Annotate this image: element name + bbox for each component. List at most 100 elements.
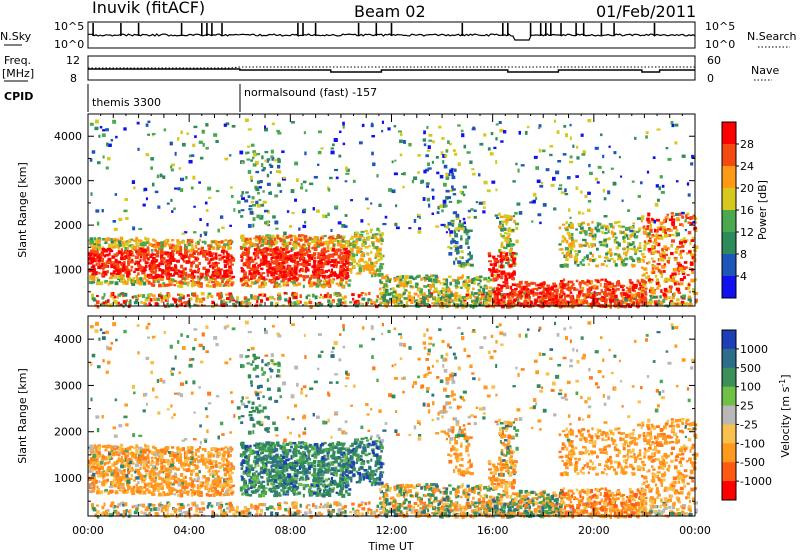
power-cell (505, 256, 509, 259)
power-cell (166, 264, 169, 268)
power-cell (594, 146, 599, 150)
power-cell (539, 291, 543, 295)
power-cell (346, 257, 350, 262)
power-cell (250, 179, 253, 182)
power-cell (144, 298, 149, 302)
power-cell (246, 254, 250, 258)
power-cell (216, 267, 220, 270)
power-cell (541, 283, 545, 287)
power-cell (442, 203, 446, 206)
power-cell (597, 302, 600, 307)
power-cell (409, 295, 413, 299)
power-cell (449, 246, 453, 250)
power-cell (629, 297, 632, 302)
power-cell (334, 291, 338, 296)
power-cell (484, 301, 489, 304)
power-cell (310, 253, 315, 257)
power-cell (319, 303, 324, 306)
power-cell (259, 299, 264, 303)
power-cell (272, 277, 277, 281)
power-cell (245, 191, 249, 194)
power-cell (567, 280, 570, 283)
power-cell (291, 212, 295, 215)
power-cell (653, 289, 657, 292)
power-cell (677, 288, 681, 292)
power-cell (563, 285, 567, 289)
power-cell (620, 259, 624, 264)
power-cell (442, 288, 447, 292)
power-cell (330, 147, 334, 150)
power-cell (568, 235, 572, 240)
power-cell (165, 238, 170, 243)
power-cell (460, 286, 463, 289)
power-cell (638, 244, 642, 248)
power-cell (144, 187, 148, 192)
power-cell (267, 210, 270, 214)
power-cell (647, 261, 651, 264)
power-cell (515, 297, 518, 300)
power-cell (300, 182, 303, 186)
power-cell (125, 280, 129, 284)
power-cell (106, 142, 109, 147)
power-cell (373, 300, 376, 305)
power-cell (171, 257, 175, 262)
power-cell (443, 281, 447, 284)
power-cell (448, 294, 452, 298)
power-cell (186, 294, 190, 297)
power-cell (398, 275, 402, 279)
power-cell (532, 293, 535, 297)
power-ylabel: Slant Range [km] (16, 162, 29, 258)
power-cell (173, 284, 177, 287)
power-cell (574, 261, 577, 265)
power-cell (299, 238, 303, 242)
power-cell (301, 243, 306, 246)
power-cell (344, 180, 348, 183)
power-cell (640, 294, 645, 299)
power-cell (391, 295, 395, 298)
power-cell (374, 233, 379, 236)
power-cell (302, 275, 306, 278)
power-cell (526, 283, 531, 287)
power-cell (524, 294, 529, 298)
power-cell (271, 261, 275, 264)
power-cell (268, 278, 273, 283)
power-cell (317, 260, 322, 264)
power-cell (615, 236, 618, 240)
power-cell (118, 244, 122, 247)
power-cell (212, 246, 216, 250)
power-cell (366, 207, 370, 210)
power-cell (503, 214, 508, 218)
power-cell (149, 273, 153, 278)
power-cell (188, 242, 191, 247)
power-cell (199, 272, 202, 277)
power-cell (131, 281, 136, 286)
power-cell (631, 293, 636, 297)
power-cell (256, 237, 260, 240)
power-cell (442, 293, 446, 297)
power-cell (448, 233, 452, 237)
power-cell (197, 247, 200, 251)
power-cell (164, 251, 168, 254)
power-cell (371, 267, 375, 271)
power-cell (166, 275, 170, 279)
power-cell (108, 277, 113, 280)
power-cell (456, 250, 459, 255)
power-cell (431, 302, 434, 305)
power-cell (562, 301, 567, 304)
power-cell (260, 248, 265, 252)
power-cell (627, 209, 631, 213)
power-cell (500, 241, 504, 246)
power-cell (122, 266, 126, 271)
power-cell (598, 279, 601, 282)
power-cell (283, 231, 287, 236)
power-cell (226, 282, 230, 286)
power-cell (450, 291, 453, 296)
power-cell (140, 279, 144, 283)
power-cell (145, 237, 150, 242)
power-cell (249, 210, 254, 215)
power-cell (485, 291, 489, 296)
power-cell (150, 266, 153, 269)
power-cell (596, 228, 599, 233)
power-cell (324, 269, 329, 273)
power-cell (327, 236, 332, 239)
